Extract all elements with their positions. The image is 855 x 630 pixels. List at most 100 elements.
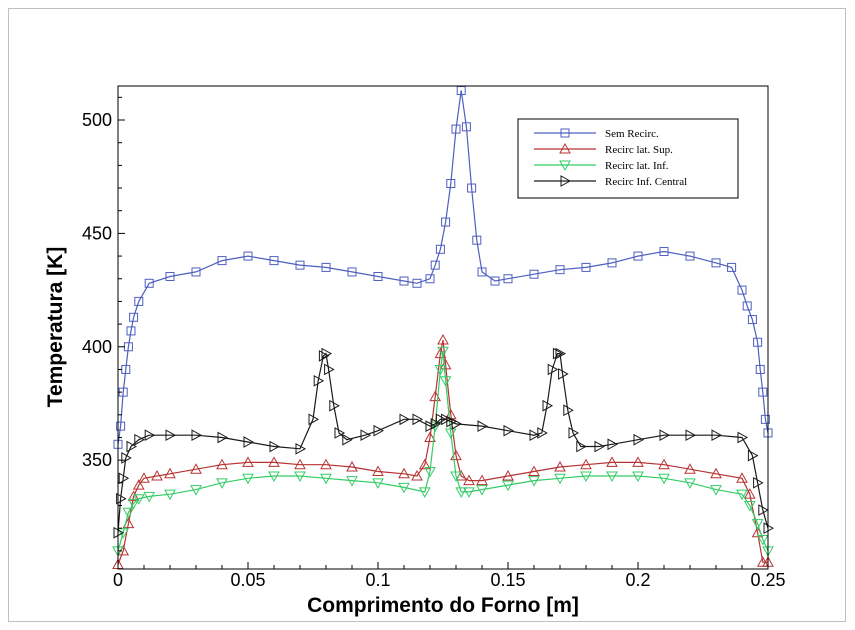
data-point-sem-recirc [659,247,669,257]
data-point-recirc-lat-inf [710,485,722,496]
data-point-recirc-lat-inf [502,480,514,492]
x-axis-title: Comprimento do Forno [m] [307,594,579,617]
data-point-recirc-inf-central [217,431,229,444]
data-point-recirc-inf-central [425,420,437,432]
data-point-sem-recirc [753,337,763,347]
data-point-recirc-lat-sup [411,469,423,481]
data-point-recirc-lat-inf [751,519,764,530]
data-point-recirc-inf-central [116,492,127,505]
data-point-sem-recirc [755,364,765,374]
data-point-recirc-inf-central [243,436,255,448]
data-point-sem-recirc [467,183,477,193]
data-point-sem-recirc [742,301,752,311]
series-line-recirc-lat-inf [117,351,769,552]
data-point-recirc-lat-sup [743,488,756,499]
data-point-recirc-inf-central [594,440,606,453]
data-point-recirc-lat-inf [132,494,145,505]
data-point-recirc-inf-central [324,363,335,376]
data-point-recirc-lat-sup [606,456,618,467]
data-point-recirc-inf-central [558,368,569,380]
data-point-recirc-lat-sup [528,465,540,476]
data-point-recirc-inf-central [711,429,723,442]
legend-item-recirc-lat-inf: Recirc lat. Inf. [534,160,669,172]
data-point-recirc-inf-central [576,440,587,453]
legend-item-recirc-lat-sup: Recirc lat. Sup. [534,142,673,156]
data-point-recirc-lat-inf [444,428,457,439]
data-point-recirc-lat-inf [439,376,452,387]
data-point-sem-recirc [116,421,126,431]
data-point-recirc-inf-central [191,429,203,442]
x-tick-label: 0.2 [625,570,650,590]
data-point-recirc-inf-central [529,429,541,442]
legend-box [517,118,739,199]
data-point-sem-recirc [446,179,456,189]
data-point-recirc-lat-sup [502,469,514,481]
data-point-sem-recirc [758,387,768,397]
data-point-recirc-lat-sup [736,472,748,483]
y-tick-label: 350 [82,450,112,470]
data-point-sem-recirc [461,122,471,132]
data-point-recirc-lat-inf [216,478,228,489]
data-point-recirc-lat-inf [143,491,156,503]
legend-marker-recirc-inf-central [560,175,572,187]
data-point-sem-recirc [126,326,136,336]
x-tick-label: 0.05 [230,570,265,590]
data-point-recirc-inf-central [329,399,340,412]
data-point-sem-recirc [399,276,409,286]
data-point-recirc-inf-central [563,404,574,417]
plot-border [117,85,769,570]
data-point-sem-recirc [581,262,591,272]
data-point-recirc-lat-inf [268,471,280,483]
data-point-recirc-inf-central [165,429,177,442]
data-point-recirc-inf-central [121,452,132,464]
data-point-recirc-inf-central [321,347,333,360]
data-point-sem-recirc [165,271,175,281]
data-point-sem-recirc [321,262,331,272]
data-point-recirc-lat-sup [127,490,140,501]
data-point-recirc-inf-central [334,427,346,439]
data-point-recirc-lat-inf [424,466,436,478]
x-tick-label: 0.25 [750,570,785,590]
data-point-sem-recirc [472,235,482,245]
data-point-recirc-lat-inf [346,476,358,487]
data-point-recirc-inf-central [318,349,330,362]
data-point-recirc-lat-inf [122,507,135,519]
data-point-sem-recirc [425,274,435,284]
data-point-recirc-inf-central [430,418,442,430]
data-point-sem-recirc [737,285,747,295]
data-point-recirc-inf-central [737,431,749,444]
data-point-recirc-lat-sup [437,333,449,345]
data-point-sem-recirc [441,217,451,227]
legend-label-recirc-inf-central: Recirc Inf. Central [605,176,687,188]
data-point-recirc-lat-inf [450,471,462,483]
data-point-sem-recirc [217,256,227,266]
data-point-recirc-lat-sup [151,469,163,481]
data-point-sem-recirc [633,251,643,261]
data-point-sem-recirc [295,260,305,270]
data-point-recirc-lat-inf [418,487,431,498]
legend-label-recirc-lat-inf: Recirc lat. Inf. [605,160,669,172]
data-point-sem-recirc [373,271,383,281]
data-point-recirc-lat-sup [132,479,145,490]
data-point-sem-recirc [412,278,422,288]
data-point-recirc-inf-central [144,429,156,442]
data-point-recirc-lat-inf [658,473,670,485]
y-tick-label: 450 [82,223,112,243]
data-point-recirc-inf-central [477,420,489,432]
data-point-recirc-lat-inf [528,476,540,487]
data-point-sem-recirc [477,267,487,277]
data-point-sem-recirc [435,244,445,254]
data-point-recirc-lat-sup [138,472,150,483]
x-tick-label: 0.1 [365,570,390,590]
data-point-sem-recirc [503,274,513,284]
data-point-sem-recirc [727,262,737,272]
data-point-recirc-lat-sup [463,474,475,486]
data-point-recirc-lat-inf [117,528,130,539]
data-point-recirc-inf-central [633,433,645,446]
data-point-recirc-lat-inf [756,535,769,546]
data-point-recirc-lat-inf [580,471,592,483]
data-point-sem-recirc [129,312,139,322]
data-point-recirc-inf-central [308,413,320,426]
data-point-recirc-lat-sup [346,460,358,472]
legend-item-sem-recirc: Sem Recirc. [534,128,659,140]
